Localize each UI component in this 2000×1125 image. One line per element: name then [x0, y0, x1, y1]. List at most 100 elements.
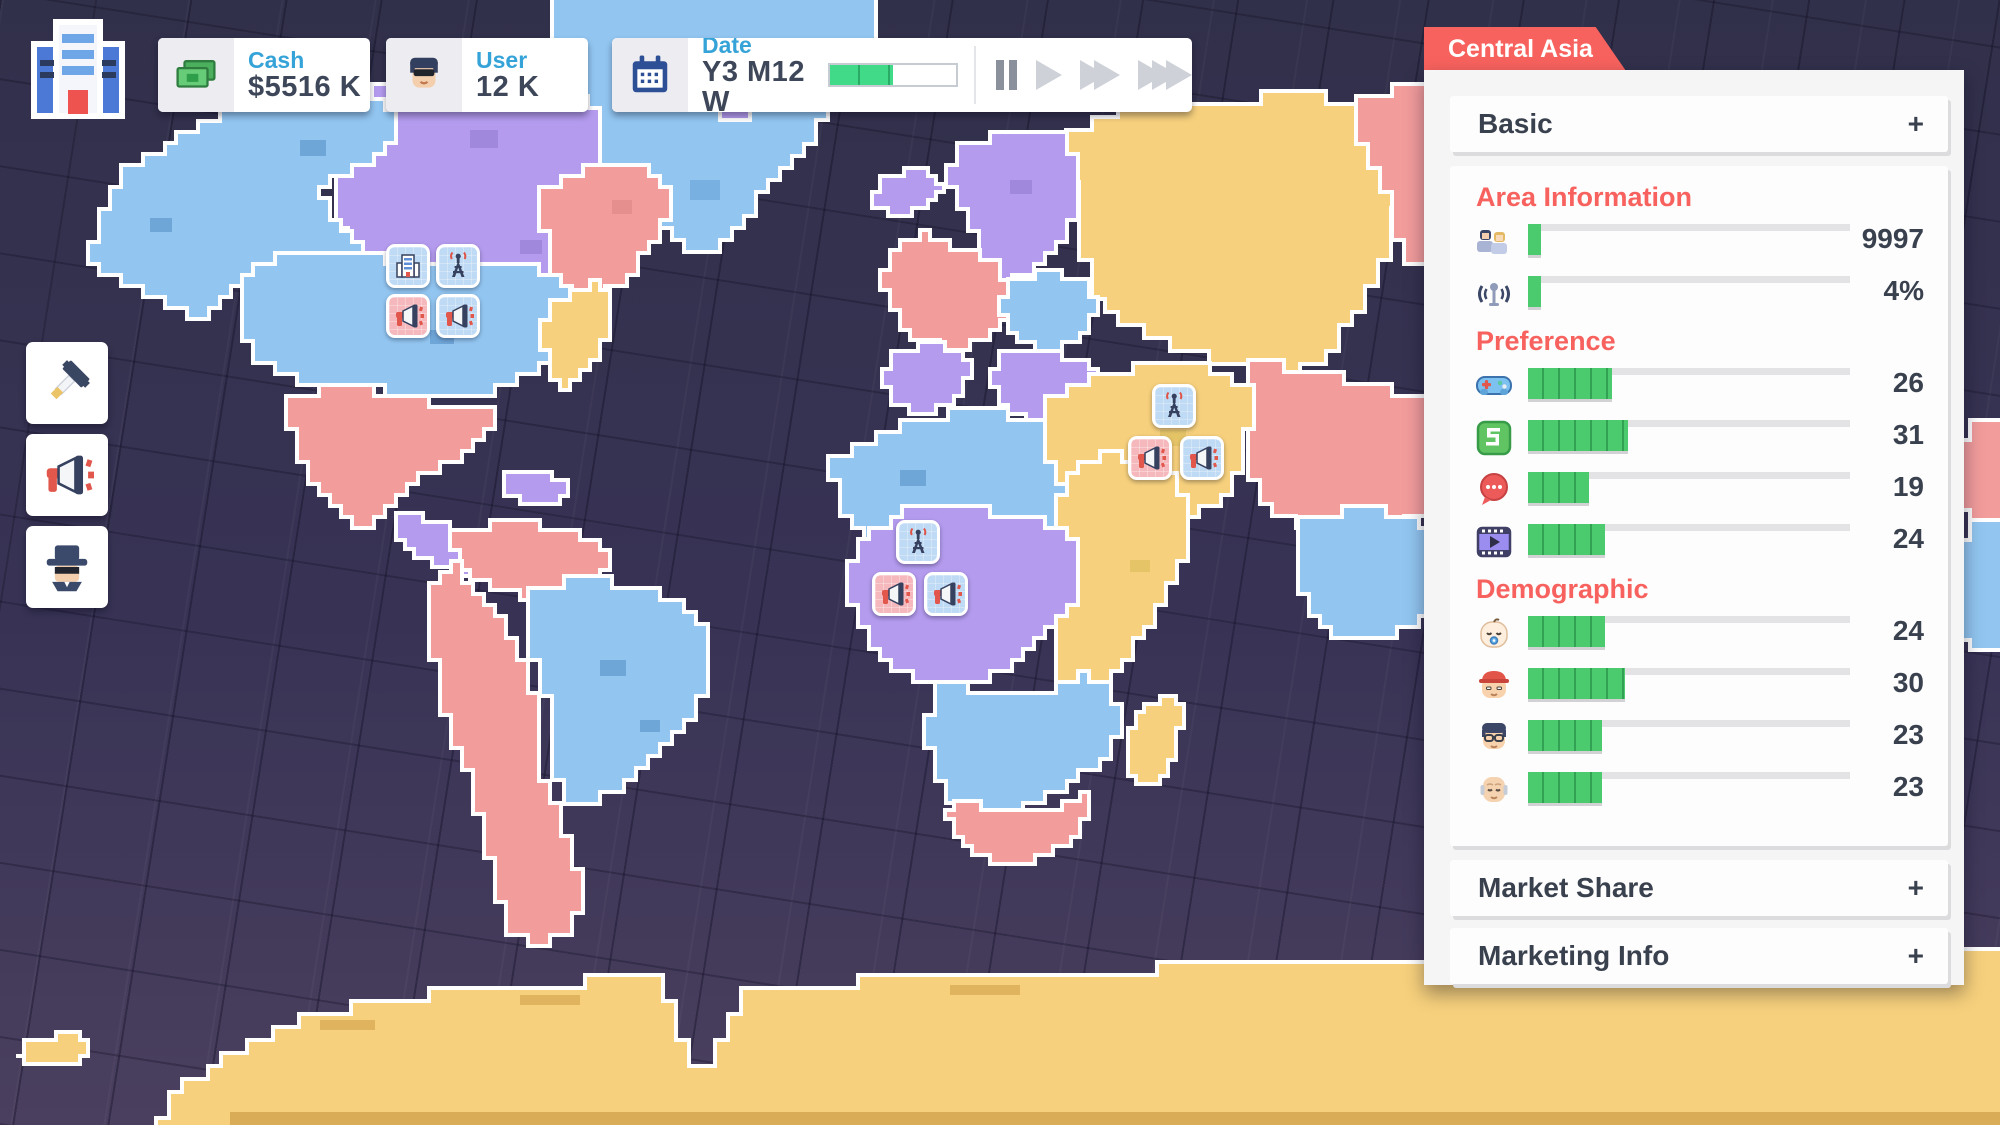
- date-icon-zone: [612, 38, 688, 112]
- map-shading: [600, 660, 626, 676]
- megaphone-marker[interactable]: [1128, 436, 1172, 480]
- play-button[interactable]: [1036, 60, 1062, 90]
- stat-bar: [1528, 524, 1850, 560]
- map-region-yellow[interactable]: [16, 1030, 90, 1066]
- expand-plus-icon[interactable]: +: [1907, 108, 1924, 139]
- game-preference-row: 26: [1474, 366, 1924, 406]
- map-region-blue[interactable]: [1296, 504, 1443, 640]
- adult-icon: [1474, 718, 1514, 758]
- antenna-icon: [1166, 391, 1183, 418]
- marketing-info-header[interactable]: Marketing Info +: [1450, 928, 1948, 984]
- building-marker[interactable]: [386, 244, 430, 288]
- kid-demographic-value: 30: [1892, 667, 1924, 698]
- megaphone-marker[interactable]: [872, 572, 916, 616]
- stat-bar: [1528, 720, 1850, 756]
- spy-icon: [46, 545, 88, 592]
- user-value: 12 K: [476, 70, 540, 103]
- map-region-blue[interactable]: [922, 669, 1124, 816]
- megaphone-icon: [445, 303, 474, 329]
- cash-card: Cash $5516 K: [158, 38, 370, 112]
- map-shading: [300, 140, 326, 156]
- fast-forward-button[interactable]: [1080, 60, 1120, 90]
- map-region-pink[interactable]: [537, 163, 673, 299]
- senior-demographic-row: 23: [1474, 770, 1924, 810]
- baby-demographic-value: 24: [1892, 615, 1924, 646]
- megaphone-marker[interactable]: [436, 294, 480, 338]
- pause-button[interactable]: [996, 60, 1018, 90]
- map-region-yellow[interactable]: [1064, 89, 1406, 379]
- map-shading: [1010, 180, 1032, 194]
- map-shading: [950, 985, 1020, 995]
- building-icon: [396, 254, 420, 278]
- megaphone-marker[interactable]: [386, 294, 430, 338]
- map-region-pink[interactable]: [878, 228, 1012, 352]
- chat-preference-row: 19: [1474, 470, 1924, 510]
- fast-forward-icon: [1080, 60, 1120, 90]
- map-region-yellow[interactable]: [538, 278, 612, 392]
- map-region-pink[interactable]: [284, 383, 497, 530]
- user-icon-zone: [386, 38, 462, 112]
- megaphone-marker[interactable]: [924, 572, 968, 616]
- map-shading: [690, 180, 720, 200]
- map-region-pink[interactable]: [427, 559, 585, 948]
- map-region-purple[interactable]: [880, 340, 974, 416]
- chat-bubble-icon: [1474, 470, 1514, 510]
- map-region-purple[interactable]: [870, 166, 946, 218]
- megaphone-marker[interactable]: [1180, 436, 1224, 480]
- cash-bills-icon: [176, 60, 216, 88]
- antenna-marker[interactable]: [1152, 384, 1196, 428]
- market-share-section: Market Share +: [1450, 860, 1948, 916]
- megaphone-icon: [881, 581, 910, 607]
- date-value: Y3 M12 W: [702, 55, 805, 112]
- demographic-title: Demographic: [1476, 574, 1649, 604]
- build-tool-button[interactable]: [26, 342, 108, 424]
- antenna-marker[interactable]: [896, 520, 940, 564]
- kid-icon: [1474, 666, 1514, 706]
- megaphone-icon: [45, 454, 94, 496]
- adult-demographic-row: 23: [1474, 718, 1924, 758]
- basic-section-header[interactable]: Basic +: [1450, 96, 1948, 152]
- stats-section: Area Information 9997: [1450, 166, 1948, 846]
- agent-tool-button[interactable]: [26, 526, 108, 608]
- area-information-title: Area Information: [1476, 182, 1693, 212]
- fastest-icon: [1138, 60, 1192, 90]
- game-controller-icon: [1474, 366, 1514, 406]
- headquarters-button[interactable]: [26, 16, 130, 120]
- fastest-button[interactable]: [1138, 60, 1192, 90]
- map-region-purple[interactable]: [944, 130, 1080, 288]
- senior-demographic-value: 23: [1892, 771, 1924, 802]
- map-shading: [900, 470, 926, 486]
- map-shading: [470, 130, 498, 148]
- cash-icon-zone: [158, 38, 234, 112]
- expand-plus-icon[interactable]: +: [1907, 940, 1924, 971]
- expand-plus-icon[interactable]: +: [1907, 872, 1924, 903]
- map-region-pink[interactable]: [1958, 418, 2000, 522]
- market-share-header[interactable]: Market Share +: [1450, 860, 1948, 916]
- cash-value: $5516 K: [248, 70, 362, 103]
- baby-icon: [1474, 614, 1514, 654]
- map-region-blue[interactable]: [526, 574, 710, 806]
- stat-bar: [1528, 472, 1850, 508]
- stat-bar: [1528, 276, 1850, 312]
- video-film-icon: [1474, 522, 1514, 562]
- marketing-tool-button[interactable]: [26, 434, 108, 516]
- megaphone-icon: [1189, 445, 1218, 471]
- map-shading: [520, 995, 580, 1005]
- stat-bar: [1528, 368, 1850, 404]
- market-share-label: Market Share: [1478, 872, 1654, 903]
- map-region-pink[interactable]: [943, 790, 1091, 866]
- population-icon: [1474, 222, 1514, 262]
- map-region-purple[interactable]: [502, 470, 570, 506]
- map-region-blue[interactable]: [997, 268, 1100, 353]
- antenna-marker[interactable]: [436, 244, 480, 288]
- app-five-icon: [1474, 418, 1514, 458]
- map-region-yellow[interactable]: [1126, 694, 1186, 786]
- map-shading: [640, 720, 660, 732]
- population-value: 9997: [1861, 223, 1924, 254]
- map-shading: [150, 218, 172, 232]
- stat-bar: [1528, 224, 1850, 260]
- antenna-icon: [910, 527, 927, 554]
- map-shading: [230, 1112, 2000, 1125]
- adult-demographic-value: 23: [1892, 719, 1924, 750]
- video-preference-value: 24: [1892, 523, 1924, 554]
